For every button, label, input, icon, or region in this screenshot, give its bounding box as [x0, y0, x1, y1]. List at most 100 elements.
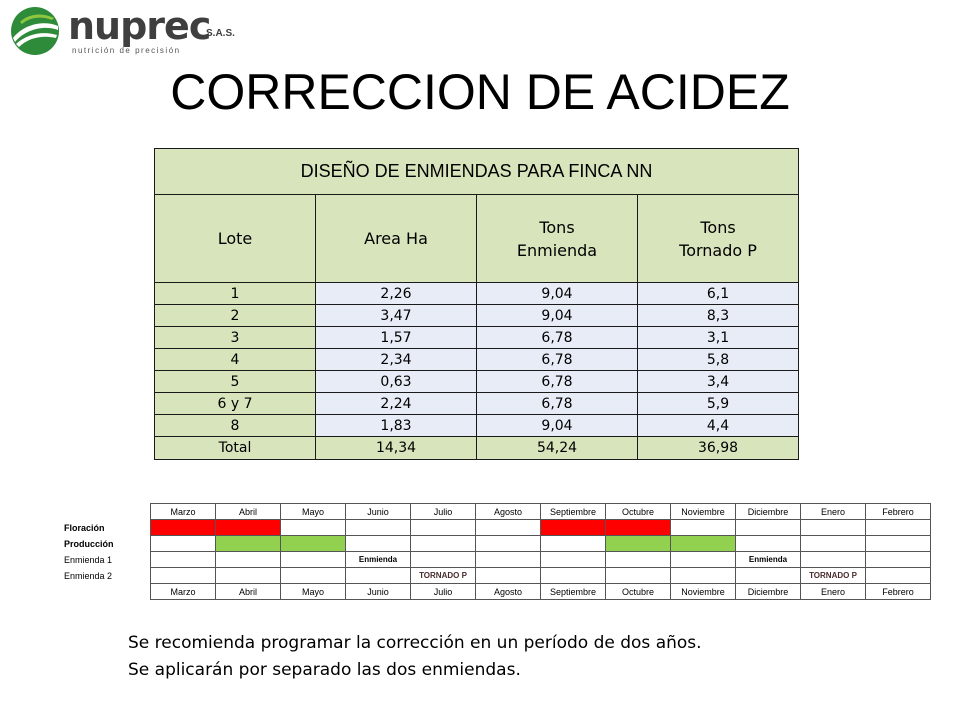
total-value: 36,98 [636, 436, 800, 460]
cell-tons-tornado: 4,4 [636, 414, 800, 437]
month-header: Noviembre [670, 583, 736, 600]
month-header: Agosto [475, 503, 541, 520]
cell-tons-tornado: 8,3 [636, 304, 800, 327]
total-label: Total [154, 436, 316, 460]
month-header: Febrero [865, 503, 931, 520]
cell-tons-enmienda: 6,78 [476, 348, 638, 371]
calendar-cell [800, 519, 866, 536]
cell-lote: 4 [154, 348, 316, 371]
calendar-row-label: Enmienda 2 [64, 570, 113, 581]
calendar-cell [475, 535, 541, 552]
calendar-cell [670, 519, 736, 536]
calendar-cell [280, 535, 346, 552]
calendar-cell [605, 535, 671, 552]
calendar-cell [215, 567, 281, 584]
month-header: Junio [345, 583, 411, 600]
calendar-cell [150, 551, 216, 568]
cell-area: 2,34 [315, 348, 477, 371]
cell-tons-enmienda: 9,04 [476, 304, 638, 327]
cell-lote: 6 y 7 [154, 392, 316, 415]
cell-lote: 3 [154, 326, 316, 349]
table-row: 1 2,26 9,04 6,1 [154, 282, 800, 305]
logo-tagline: nutrición de precisión [72, 46, 181, 55]
calendar-cell [410, 519, 476, 536]
calendar-cell [345, 535, 411, 552]
calendar-cell [475, 567, 541, 584]
calendar-month-header-top: Marzo Abril Mayo Junio Julio Agosto Septiembre… [64, 503, 931, 520]
calendar-cell [800, 535, 866, 552]
calendar-cell [215, 551, 281, 568]
calendar-row-label: Producción [64, 538, 114, 549]
note-line: Se aplicarán por separado las dos enmien… [128, 660, 521, 680]
month-header: Febrero [865, 583, 931, 600]
calendar-cell [865, 567, 931, 584]
calendar-cell [410, 535, 476, 552]
cell-lote: 8 [154, 414, 316, 437]
logo-wordmark: nuprec [68, 4, 211, 48]
calendar-cell: TORNADO P [800, 567, 866, 584]
calendar-cell [475, 519, 541, 536]
calendar-cell [605, 567, 671, 584]
calendar-cell [540, 535, 606, 552]
logo-suffix: S.A.S. [206, 28, 235, 39]
cell-tons-enmienda: 9,04 [476, 414, 638, 437]
month-header: Diciembre [735, 503, 801, 520]
month-header: Abril [215, 503, 281, 520]
table-row: 4 2,34 6,78 5,8 [154, 348, 800, 371]
calendar-cell [345, 519, 411, 536]
calendar-cell [280, 567, 346, 584]
month-header: Noviembre [670, 503, 736, 520]
calendar-cell [150, 535, 216, 552]
calendar-cell [150, 519, 216, 536]
cell-area: 2,24 [315, 392, 477, 415]
table-row: 5 0,63 6,78 3,4 [154, 370, 800, 393]
month-header: Junio [345, 503, 411, 520]
month-header: Diciembre [735, 583, 801, 600]
calendar-cell [475, 551, 541, 568]
calendar-cell [670, 567, 736, 584]
calendar-cell [605, 519, 671, 536]
table-header-row: Lote Area Ha Tons Enmienda Tons Tornado … [154, 194, 800, 283]
cell-lote: 2 [154, 304, 316, 327]
calendar-cell: TORNADO P [410, 567, 476, 584]
table-caption: DISEÑO DE ENMIENDAS PARA FINCA NN [153, 148, 800, 195]
calendar-cell [540, 519, 606, 536]
calendar-cell [735, 567, 801, 584]
calendar-cell [345, 567, 411, 584]
month-header: Octubre [605, 503, 671, 520]
calendar-cell [605, 551, 671, 568]
cell-tons-tornado: 3,4 [636, 370, 800, 393]
calendar-cell [540, 567, 606, 584]
header-tons-enmienda: Tons Enmienda [476, 194, 638, 283]
calendar-row: Floración [64, 519, 931, 536]
month-header: Enero [800, 583, 866, 600]
month-header: Octubre [605, 583, 671, 600]
calendar-cell [280, 519, 346, 536]
cell-tons-enmienda: 6,78 [476, 326, 638, 349]
calendar-row: Producción [64, 535, 931, 552]
cell-tons-tornado: 5,9 [636, 392, 800, 415]
calendar-cell [410, 551, 476, 568]
cell-tons-enmienda: 9,04 [476, 282, 638, 305]
calendar-cell [280, 551, 346, 568]
cell-area: 2,26 [315, 282, 477, 305]
amendment-table: DISEÑO DE ENMIENDAS PARA FINCA NN Lote A… [153, 148, 800, 460]
calendar-cell [800, 551, 866, 568]
cell-area: 3,47 [315, 304, 477, 327]
calendar-cell [215, 519, 281, 536]
month-header: Mayo [280, 503, 346, 520]
header-area: Area Ha [315, 194, 477, 283]
company-logo: nuprec S.A.S. nutrición de precisión [10, 4, 240, 58]
month-header: Julio [410, 583, 476, 600]
cell-lote: 5 [154, 370, 316, 393]
cell-area: 1,83 [315, 414, 477, 437]
calendar-cell [735, 535, 801, 552]
table-row: 8 1,83 9,04 4,4 [154, 414, 800, 437]
total-value: 14,34 [315, 436, 477, 460]
calendar-cell [150, 567, 216, 584]
table-row: 6 y 7 2,24 6,78 5,9 [154, 392, 800, 415]
cell-area: 0,63 [315, 370, 477, 393]
header-lote: Lote [154, 194, 316, 283]
header-tons-tornado: Tons Tornado P [636, 194, 800, 283]
total-value: 54,24 [476, 436, 638, 460]
